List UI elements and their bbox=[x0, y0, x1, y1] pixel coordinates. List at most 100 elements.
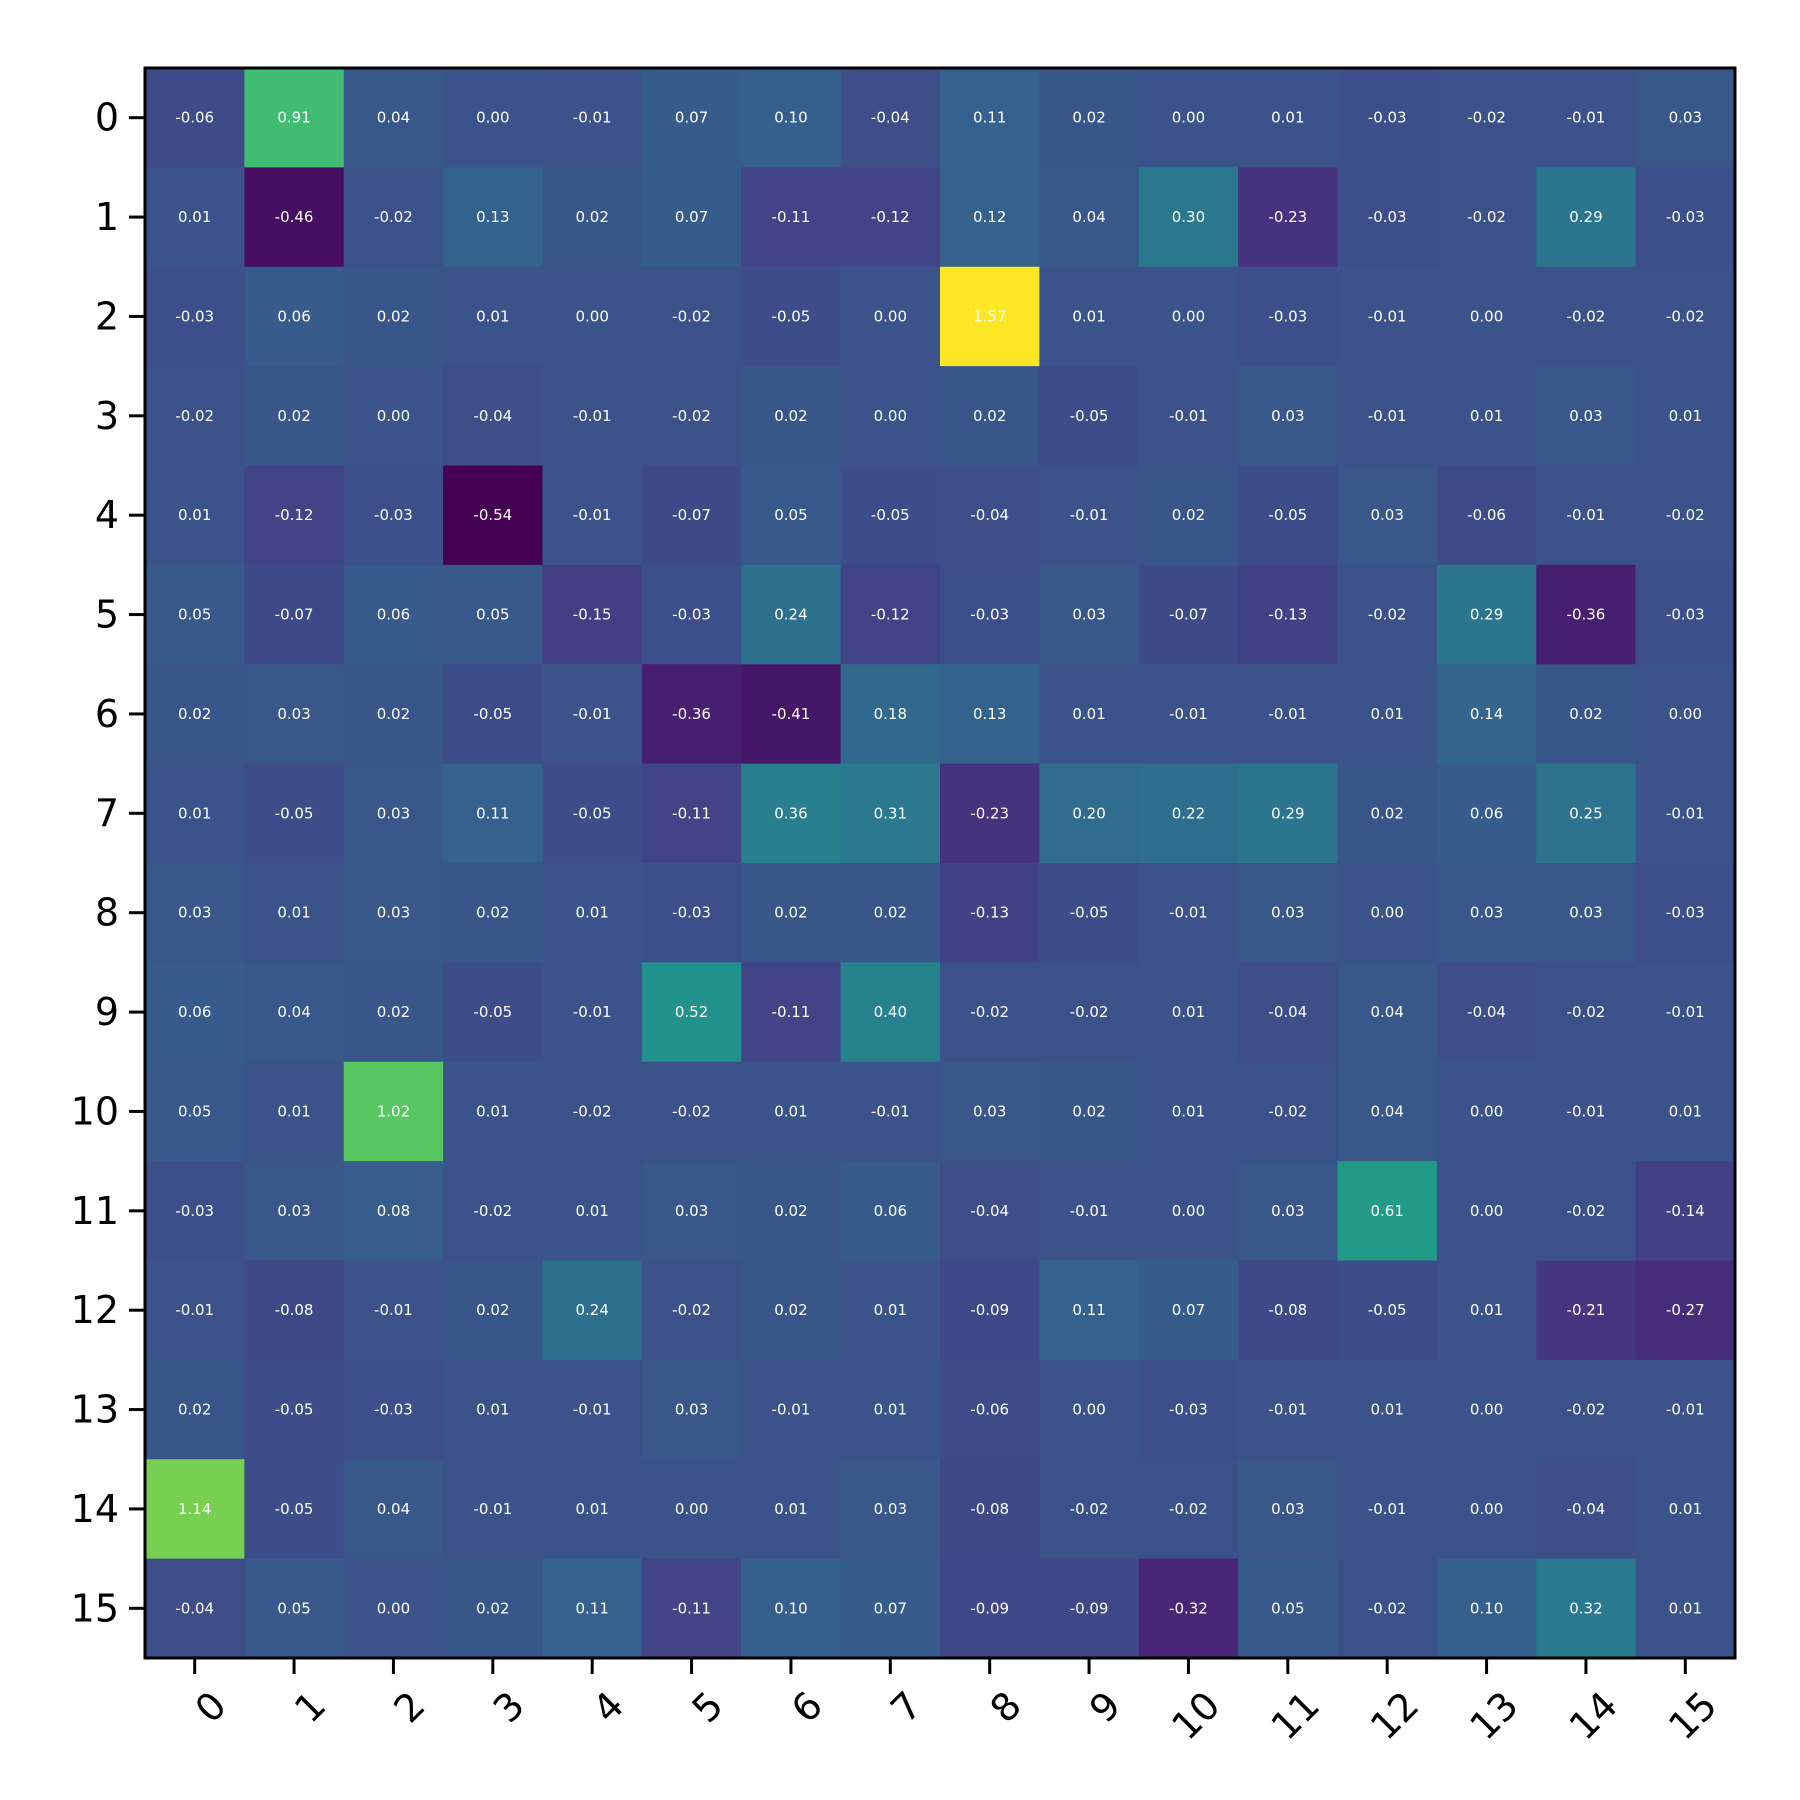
cell-value-label: 0.05 bbox=[178, 1102, 211, 1120]
heatmap-cell bbox=[840, 266, 941, 367]
cell-value-label: 0.03 bbox=[973, 1102, 1006, 1120]
heatmap-cell bbox=[542, 366, 643, 466]
heatmap-cell bbox=[940, 1161, 1040, 1261]
heatmap-cell bbox=[244, 1558, 345, 1659]
cell-value-label: 0.02 bbox=[178, 705, 211, 723]
heatmap-cell bbox=[641, 1260, 742, 1361]
cell-value-label: 0.01 bbox=[874, 1401, 907, 1419]
cell-value-label: 0.01 bbox=[774, 1102, 807, 1120]
cell-value-label: -0.07 bbox=[1169, 606, 1208, 624]
heatmap-cell bbox=[1138, 763, 1239, 864]
cell-value-label: 0.03 bbox=[1470, 904, 1503, 922]
cell-value-label: -0.01 bbox=[1567, 109, 1606, 127]
heatmap-cell bbox=[940, 366, 1040, 466]
heatmap-cell bbox=[1337, 68, 1438, 168]
cell-value-label: 0.31 bbox=[874, 804, 907, 822]
cell-value-label: -0.06 bbox=[175, 109, 214, 127]
heatmap-cell bbox=[741, 465, 842, 566]
x-tick-label: 8 bbox=[982, 1683, 1030, 1731]
heatmap-cell bbox=[741, 1558, 842, 1659]
heatmap-cell bbox=[244, 962, 345, 1063]
heatmap-cell bbox=[1536, 1061, 1637, 1162]
heatmap-cell bbox=[741, 763, 842, 864]
heatmap-cell bbox=[741, 564, 842, 665]
cell-value-label: 0.00 bbox=[874, 407, 907, 425]
heatmap-cell bbox=[641, 1558, 742, 1659]
cell-value-label: -0.01 bbox=[175, 1301, 214, 1319]
heatmap-cell bbox=[1635, 68, 1736, 168]
heatmap-cell bbox=[1138, 863, 1239, 963]
cell-value-label: 0.02 bbox=[774, 1301, 807, 1319]
heatmap-cell bbox=[1039, 962, 1140, 1063]
heatmap-cell bbox=[641, 465, 742, 566]
cell-value-label: -0.04 bbox=[970, 1202, 1009, 1220]
cell-value-label: 0.01 bbox=[277, 904, 310, 922]
y-tick-label: 8 bbox=[95, 891, 119, 935]
heatmap-cell bbox=[741, 1061, 842, 1162]
heatmap-cell bbox=[940, 1260, 1040, 1361]
cell-value-label: 0.61 bbox=[1370, 1202, 1403, 1220]
x-tick-label: 1 bbox=[286, 1683, 334, 1731]
heatmap-cell bbox=[145, 1359, 245, 1460]
cell-value-label: -0.01 bbox=[374, 1301, 413, 1319]
heatmap-cell bbox=[542, 266, 643, 367]
heatmap-cell bbox=[145, 1061, 245, 1162]
cell-value-label: -0.02 bbox=[1467, 208, 1506, 226]
heatmap-cell bbox=[1436, 1161, 1537, 1261]
cell-value-label: 0.01 bbox=[1470, 1301, 1503, 1319]
cell-value-label: -0.04 bbox=[871, 109, 910, 127]
heatmap-cell bbox=[840, 68, 941, 168]
cell-value-label: -0.15 bbox=[573, 606, 612, 624]
cell-value-label: 0.05 bbox=[774, 506, 807, 524]
cell-value-label: 0.03 bbox=[377, 804, 410, 822]
cell-value-label: 0.06 bbox=[1470, 804, 1503, 822]
cell-value-label: -0.01 bbox=[1169, 904, 1208, 922]
cell-value-label: 0.02 bbox=[874, 904, 907, 922]
cell-value-label: -0.02 bbox=[672, 407, 711, 425]
heatmap-cell bbox=[1238, 167, 1338, 268]
heatmap-cell bbox=[840, 664, 941, 765]
cell-value-label: 0.04 bbox=[277, 1003, 310, 1021]
heatmap-cell bbox=[1536, 1459, 1637, 1560]
heatmap-cell bbox=[1536, 564, 1637, 665]
heatmap-cell bbox=[1238, 366, 1338, 466]
heatmap-cell bbox=[1635, 664, 1736, 765]
x-axis: 0 1 2 3 4 5 6 7 8 9 10 11 12 13 14 15 bbox=[187, 1658, 1725, 1748]
x-tick-label: 2 bbox=[385, 1683, 433, 1731]
cell-value-label: 0.02 bbox=[377, 307, 410, 325]
heatmap-cell bbox=[145, 863, 245, 963]
heatmap-cell bbox=[542, 167, 643, 268]
cell-value-label: -0.03 bbox=[970, 606, 1009, 624]
y-tick-label: 5 bbox=[95, 593, 119, 637]
heatmap-cell bbox=[542, 564, 643, 665]
heatmap-cell bbox=[443, 1260, 543, 1361]
cell-value-label: 0.00 bbox=[1172, 109, 1205, 127]
cell-value-label: 0.25 bbox=[1569, 804, 1602, 822]
cell-value-label: -0.03 bbox=[1666, 904, 1705, 922]
cell-value-label: 0.00 bbox=[1370, 904, 1403, 922]
heatmap-cell bbox=[1238, 763, 1338, 864]
heatmap-cell bbox=[244, 664, 345, 765]
heatmap-cell bbox=[542, 1359, 643, 1460]
cell-value-label: 0.03 bbox=[675, 1202, 708, 1220]
heatmap-cell bbox=[145, 1161, 245, 1261]
cell-value-label: -0.12 bbox=[275, 506, 314, 524]
y-tick-label: 4 bbox=[95, 493, 119, 537]
y-tick-label: 14 bbox=[71, 1487, 119, 1531]
heatmap-cell bbox=[840, 465, 941, 566]
heatmap-cell bbox=[343, 763, 444, 864]
heatmap-cell bbox=[343, 1061, 444, 1162]
cell-value-label: -0.01 bbox=[1268, 1401, 1307, 1419]
x-tick-label: 14 bbox=[1561, 1683, 1626, 1748]
cell-value-label: -0.05 bbox=[573, 804, 612, 822]
heatmap-cell bbox=[1436, 167, 1537, 268]
heatmap-cell bbox=[1536, 68, 1637, 168]
cell-value-label: -0.02 bbox=[1666, 506, 1705, 524]
cell-value-label: 0.02 bbox=[575, 208, 608, 226]
heatmap-cell bbox=[940, 1459, 1040, 1560]
cell-value-label: 0.06 bbox=[178, 1003, 211, 1021]
cell-value-label: -0.03 bbox=[672, 606, 711, 624]
heatmap-cell bbox=[343, 366, 444, 466]
cell-value-label: 0.07 bbox=[874, 1599, 907, 1617]
heatmap-cell bbox=[1039, 167, 1140, 268]
